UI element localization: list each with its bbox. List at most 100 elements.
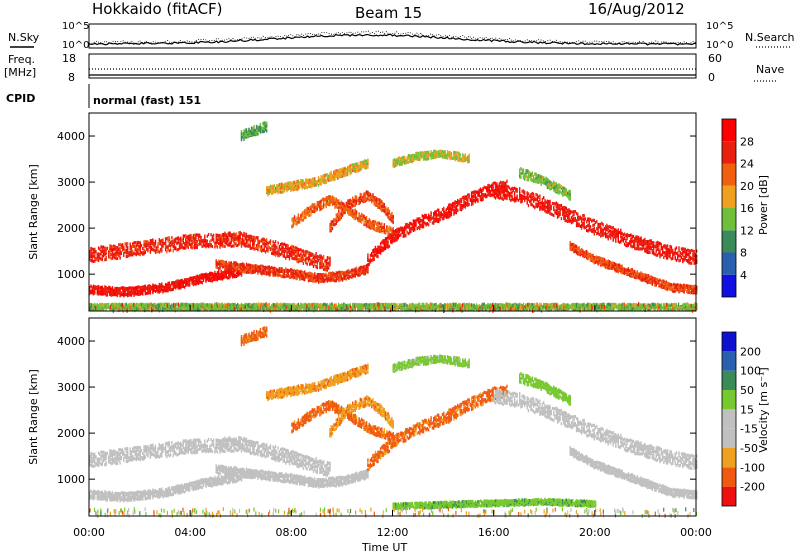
heatmap-cell: [513, 187, 514, 190]
heatmap-cell: [541, 201, 542, 204]
heatmap-cell: [369, 218, 370, 221]
heatmap-cell: [289, 252, 290, 255]
heatmap-cell: [131, 287, 132, 290]
heatmap-cell: [260, 246, 261, 249]
heatmap-cell: [334, 223, 335, 226]
heatmap-cell: [267, 191, 268, 194]
heatmap-cell: [533, 198, 534, 201]
heatmap-cell: [167, 239, 168, 242]
heatmap-cell: [156, 246, 157, 249]
heatmap-cell: [281, 186, 282, 189]
heatmap-cell: [130, 247, 131, 250]
heatmap-cell: [302, 212, 303, 215]
heatmap-cell: [683, 284, 684, 287]
heatmap-cell: [586, 229, 587, 232]
heatmap-cell: [389, 226, 390, 229]
heatmap-cell: [606, 260, 607, 263]
heatmap-cell: [133, 241, 134, 244]
heatmap-cell: [361, 266, 362, 269]
heatmap-cell: [205, 273, 206, 276]
heatmap-cell: [174, 238, 175, 241]
heatmap-cell: [653, 251, 654, 254]
heatmap-cell: [240, 231, 241, 234]
heatmap-cell: [261, 239, 262, 242]
heatmap-cell: [678, 284, 679, 287]
heatmap-cell: [277, 184, 278, 187]
heatmap-cell: [362, 266, 363, 269]
heatmap-cell: [661, 254, 662, 257]
heatmap-cell: [425, 151, 426, 154]
heatmap-cell: [326, 173, 327, 176]
heatmap-cell: [267, 186, 268, 189]
heatmap-cell: [338, 210, 339, 213]
heatmap-cell: [296, 180, 297, 183]
heatmap-cell: [337, 169, 338, 172]
heatmap-cell: [399, 228, 400, 231]
heatmap-cell: [449, 207, 450, 210]
heatmap-cell: [236, 262, 237, 265]
heatmap-cell: [649, 243, 650, 246]
heatmap-cell: [606, 233, 607, 236]
heatmap-cell: [92, 255, 93, 258]
heatmap-cell: [608, 267, 609, 270]
heatmap-cell: [303, 271, 304, 274]
heatmap-cell: [468, 193, 469, 196]
freq-label-2: [MHz]: [4, 66, 36, 79]
heatmap-cell: [169, 281, 170, 284]
heatmap-cell: [135, 248, 136, 251]
heatmap-cell: [186, 244, 187, 247]
heatmap-cell: [279, 250, 280, 253]
heatmap-cell: [333, 171, 334, 174]
heatmap-cell: [609, 225, 610, 228]
heatmap-cell: [116, 246, 117, 249]
heatmap-cell: [147, 248, 148, 251]
heatmap-cell: [515, 187, 516, 190]
heatmap-cell: [610, 226, 611, 229]
heatmap-cell: [299, 258, 300, 261]
heatmap-cell: [275, 240, 276, 243]
heatmap-cell: [193, 234, 194, 237]
heatmap-cell: [315, 180, 316, 183]
heatmap-cell: [533, 205, 534, 208]
heatmap-cell: [449, 151, 450, 154]
heatmap-cell: [299, 248, 300, 251]
heatmap-cell: [651, 246, 652, 249]
heatmap-cell: [124, 249, 125, 252]
heatmap-cell: [346, 168, 347, 171]
heatmap-cell: [658, 252, 659, 255]
heatmap-cell: [304, 270, 305, 273]
heatmap-cell: [510, 192, 511, 195]
heatmap-cell: [266, 271, 267, 274]
heatmap-cell: [253, 133, 254, 136]
heatmap-cell: [567, 220, 568, 223]
heatmap-cell: [291, 269, 292, 272]
heatmap-cell: [473, 195, 474, 198]
heatmap-cell: [412, 223, 413, 226]
heatmap-cell: [318, 278, 319, 281]
heatmap-cell: [339, 271, 340, 274]
heatmap-cell: [398, 157, 399, 160]
heatmap-cell: [121, 286, 122, 289]
heatmap-cell: [434, 218, 435, 221]
heatmap-cell: [506, 194, 507, 197]
heatmap-cell: [669, 283, 670, 286]
heatmap-cell: [194, 246, 195, 249]
heatmap-cell: [90, 290, 91, 293]
heatmap-cell: [441, 150, 442, 153]
heatmap-cell: [295, 182, 296, 185]
heatmap-cell: [381, 209, 382, 212]
heatmap-cell: [658, 280, 659, 283]
heatmap-cell: [532, 192, 533, 195]
heatmap-cell: [602, 258, 603, 261]
heatmap-cell: [281, 242, 282, 245]
heatmap-cell: [370, 193, 371, 196]
heatmap-cell: [471, 199, 472, 202]
heatmap-cell: [197, 240, 198, 243]
heatmap-cell: [221, 235, 222, 238]
heatmap-cell: [216, 259, 217, 262]
heatmap-cell: [328, 195, 329, 198]
heatmap-cell: [222, 238, 223, 241]
heatmap-cell: [126, 242, 127, 245]
heatmap-cell: [391, 228, 392, 231]
